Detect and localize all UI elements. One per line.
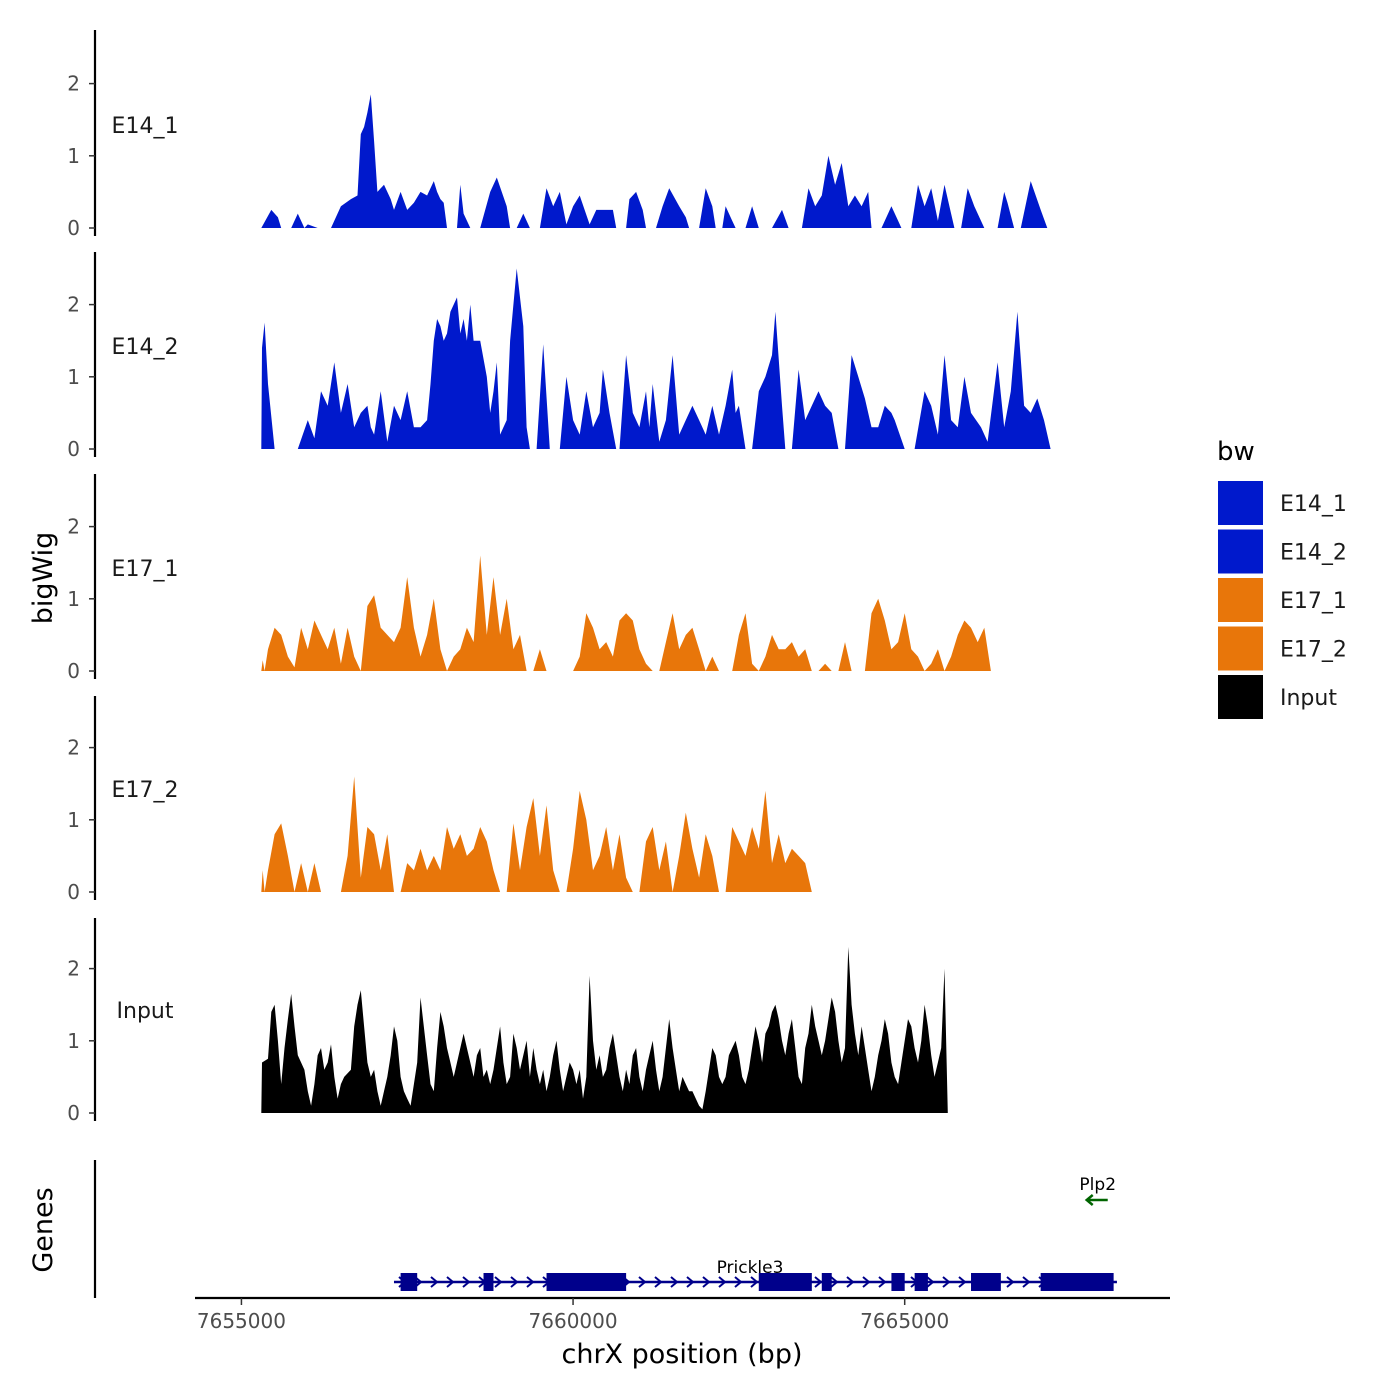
track-e17-2: 0 1 2 E17_2: [67, 696, 812, 904]
y-tick-label: 0: [67, 659, 80, 683]
strand-arrow: [494, 1276, 503, 1288]
legend-label: Input: [1280, 686, 1337, 711]
y-tick-label: 0: [67, 216, 80, 240]
track-e14-2: 0 1 2 E14_2: [67, 252, 1051, 461]
legend-swatch: [1218, 626, 1263, 671]
legend-label: E14_1: [1280, 492, 1347, 517]
y-tick-label: 0: [67, 880, 80, 904]
gene-arrow-head: [1084, 1194, 1094, 1206]
coverage-area-input: [261, 946, 948, 1113]
strand-arrow: [526, 1276, 535, 1288]
strand-arrow: [734, 1276, 743, 1288]
strand-arrow: [446, 1276, 455, 1288]
gene-plp2: Plp2: [1079, 1175, 1116, 1206]
y-tick-label: 2: [67, 72, 80, 96]
exon-block: [971, 1273, 1001, 1291]
legend-swatch: [1218, 481, 1263, 525]
track-e17-1: 0 1 2 E17_1: [67, 474, 991, 683]
track-label: E17_2: [112, 778, 179, 803]
strand-arrow: [654, 1276, 663, 1288]
coverage-area-e14-1: [261, 94, 1048, 229]
legend-item: E17_1: [1218, 578, 1347, 622]
coverage-area-e17-1: [261, 555, 991, 671]
strand-arrow: [958, 1276, 967, 1288]
gene-prickle3: Prickle3: [393, 1258, 1117, 1291]
strand-arrow: [638, 1276, 647, 1288]
strand-arrow: [670, 1276, 679, 1288]
legend-swatch: [1218, 578, 1263, 622]
gene-label: Prickle3: [717, 1258, 784, 1278]
coverage-area-e14-2: [261, 268, 1051, 449]
exon-block: [821, 1273, 832, 1291]
track-label: E14_2: [112, 335, 179, 360]
strand-arrow: [862, 1276, 871, 1288]
strand-arrow: [750, 1276, 759, 1288]
y-tick-label: 0: [67, 1101, 80, 1125]
track-label: Input: [117, 999, 174, 1024]
legend-swatch: [1218, 675, 1263, 719]
legend-label: E17_1: [1280, 589, 1347, 614]
y-tick-label: 1: [67, 144, 80, 168]
legend-title: bw: [1217, 437, 1255, 467]
track-e14-1: 0 1 2 E14_1: [67, 30, 1048, 240]
exon-block: [483, 1273, 494, 1291]
y-tick-label: 1: [67, 1029, 80, 1053]
genes-axis-title: Genes: [28, 1187, 59, 1272]
x-tick-label: 7655000: [197, 1309, 286, 1333]
strand-arrow: [462, 1276, 471, 1288]
legend-swatch: [1218, 529, 1263, 574]
legend-item: E14_2: [1218, 529, 1347, 574]
strand-arrow: [510, 1276, 519, 1288]
strand-arrow: [942, 1276, 951, 1288]
x-axis: 7655000 7660000 7665000: [195, 1296, 1170, 1333]
x-axis-title: chrX position (bp): [561, 1339, 802, 1370]
strand-arrow: [702, 1276, 711, 1288]
strand-arrow: [814, 1276, 823, 1288]
legend-item: Input: [1218, 675, 1337, 719]
exon-block: [914, 1273, 928, 1291]
strand-arrow: [1006, 1276, 1015, 1288]
strand-arrow: [830, 1276, 839, 1288]
exon-block: [400, 1273, 418, 1291]
strand-arrow: [878, 1276, 887, 1288]
strand-arrow: [430, 1276, 439, 1288]
y-tick-label: 1: [67, 365, 80, 389]
track-label: E17_1: [112, 557, 179, 582]
gene-panel: Prickle3 Plp2: [93, 1160, 1117, 1298]
strand-arrow: [846, 1276, 855, 1288]
y-tick-label: 0: [67, 437, 80, 461]
y-tick-label: 1: [67, 808, 80, 832]
legend-label: E17_2: [1280, 638, 1347, 663]
coverage-area-e17-2: [261, 776, 812, 892]
exon-block: [758, 1273, 812, 1291]
legend: bw E14_1 E14_2 E17_1 E17_2 Input: [1217, 437, 1347, 719]
strand-arrow: [926, 1276, 935, 1288]
track-label: E14_1: [112, 114, 179, 139]
track-input: 0 1 2 Input: [67, 918, 948, 1125]
legend-label: E14_2: [1280, 541, 1347, 566]
exon-block: [546, 1273, 627, 1291]
y-tick-label: 2: [67, 293, 80, 317]
exon-block: [891, 1273, 905, 1291]
x-tick-label: 7665000: [860, 1309, 949, 1333]
legend-item: E17_2: [1218, 626, 1347, 671]
gene-label: Plp2: [1079, 1175, 1116, 1195]
y-tick-label: 2: [67, 736, 80, 760]
strand-arrow: [1022, 1276, 1031, 1288]
y-axis-title: bigWig: [28, 532, 59, 625]
y-tick-label: 2: [67, 957, 80, 981]
x-tick-label: 7660000: [529, 1309, 618, 1333]
coverage-tracks: 0 1 2 E14_1 0 1 2 E14_2 0 1 2 E17_1 0 1 2 E17_2 0 1 2 Input: [67, 30, 1051, 1125]
strand-arrow: [686, 1276, 695, 1288]
strand-arrow: [718, 1276, 727, 1288]
y-tick-label: 2: [67, 515, 80, 539]
legend-item: E14_1: [1218, 481, 1347, 525]
y-tick-label: 1: [67, 587, 80, 611]
exon-block: [1040, 1273, 1114, 1291]
